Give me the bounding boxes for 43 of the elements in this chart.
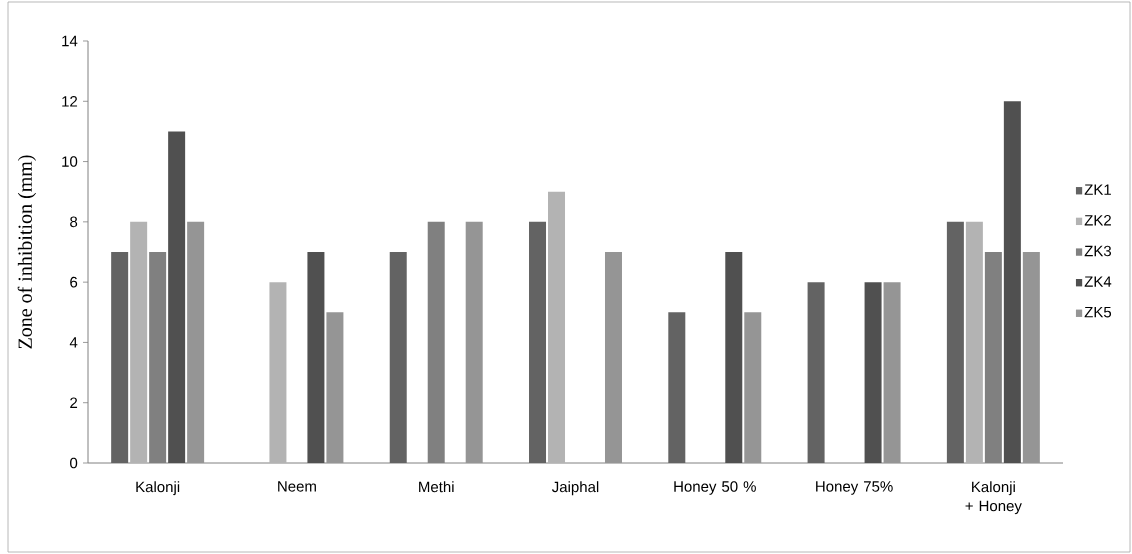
x-tick-label: Neem bbox=[278, 481, 316, 492]
y-tick-label: 2 bbox=[70, 397, 78, 408]
bar bbox=[529, 221, 547, 463]
bar bbox=[465, 221, 483, 463]
x-tick-label: Jaiphal bbox=[551, 481, 599, 496]
bar bbox=[130, 221, 148, 463]
x-tick-label: Kalonji bbox=[136, 481, 180, 496]
bar bbox=[604, 252, 622, 463]
bar bbox=[111, 252, 129, 463]
x-tick-label: Kalonji + Honey bbox=[965, 481, 1022, 515]
bar bbox=[307, 252, 325, 463]
bar bbox=[668, 312, 686, 463]
legend-label: ZK2 bbox=[1084, 215, 1111, 226]
bar bbox=[187, 221, 205, 463]
bar bbox=[725, 252, 743, 463]
y-tick-label: 6 bbox=[70, 276, 78, 288]
x-tick-label: Honey 75% bbox=[816, 481, 893, 495]
bar bbox=[326, 312, 344, 463]
y-tick-label: 8 bbox=[70, 216, 78, 228]
legend-label: ZK1 bbox=[1084, 184, 1111, 195]
legend-label: ZK3 bbox=[1084, 245, 1112, 257]
y-tick-label: 14 bbox=[62, 35, 78, 47]
bar bbox=[883, 282, 901, 463]
bar bbox=[965, 221, 983, 463]
bar bbox=[269, 282, 287, 463]
bar bbox=[1022, 252, 1040, 463]
legend-label: ZK5 bbox=[1084, 306, 1112, 318]
bar bbox=[1003, 101, 1021, 463]
bar bbox=[946, 221, 964, 463]
x-tick-label: Honey 50 % bbox=[674, 481, 756, 495]
bar bbox=[864, 282, 882, 463]
bar bbox=[744, 312, 762, 463]
y-tick-label: 10 bbox=[62, 156, 78, 167]
x-tick-label: Methi bbox=[419, 481, 454, 493]
bar bbox=[389, 252, 407, 463]
y-tick-label: 4 bbox=[69, 337, 78, 348]
y-tick-label: 0 bbox=[70, 457, 78, 469]
bar bbox=[548, 191, 566, 463]
y-axis-title: Zone of inhibition (mm) bbox=[17, 155, 36, 349]
bar bbox=[807, 282, 825, 463]
bar bbox=[168, 131, 186, 463]
legend-label: ZK4 bbox=[1084, 276, 1112, 287]
y-tick-label: 12 bbox=[62, 96, 78, 107]
